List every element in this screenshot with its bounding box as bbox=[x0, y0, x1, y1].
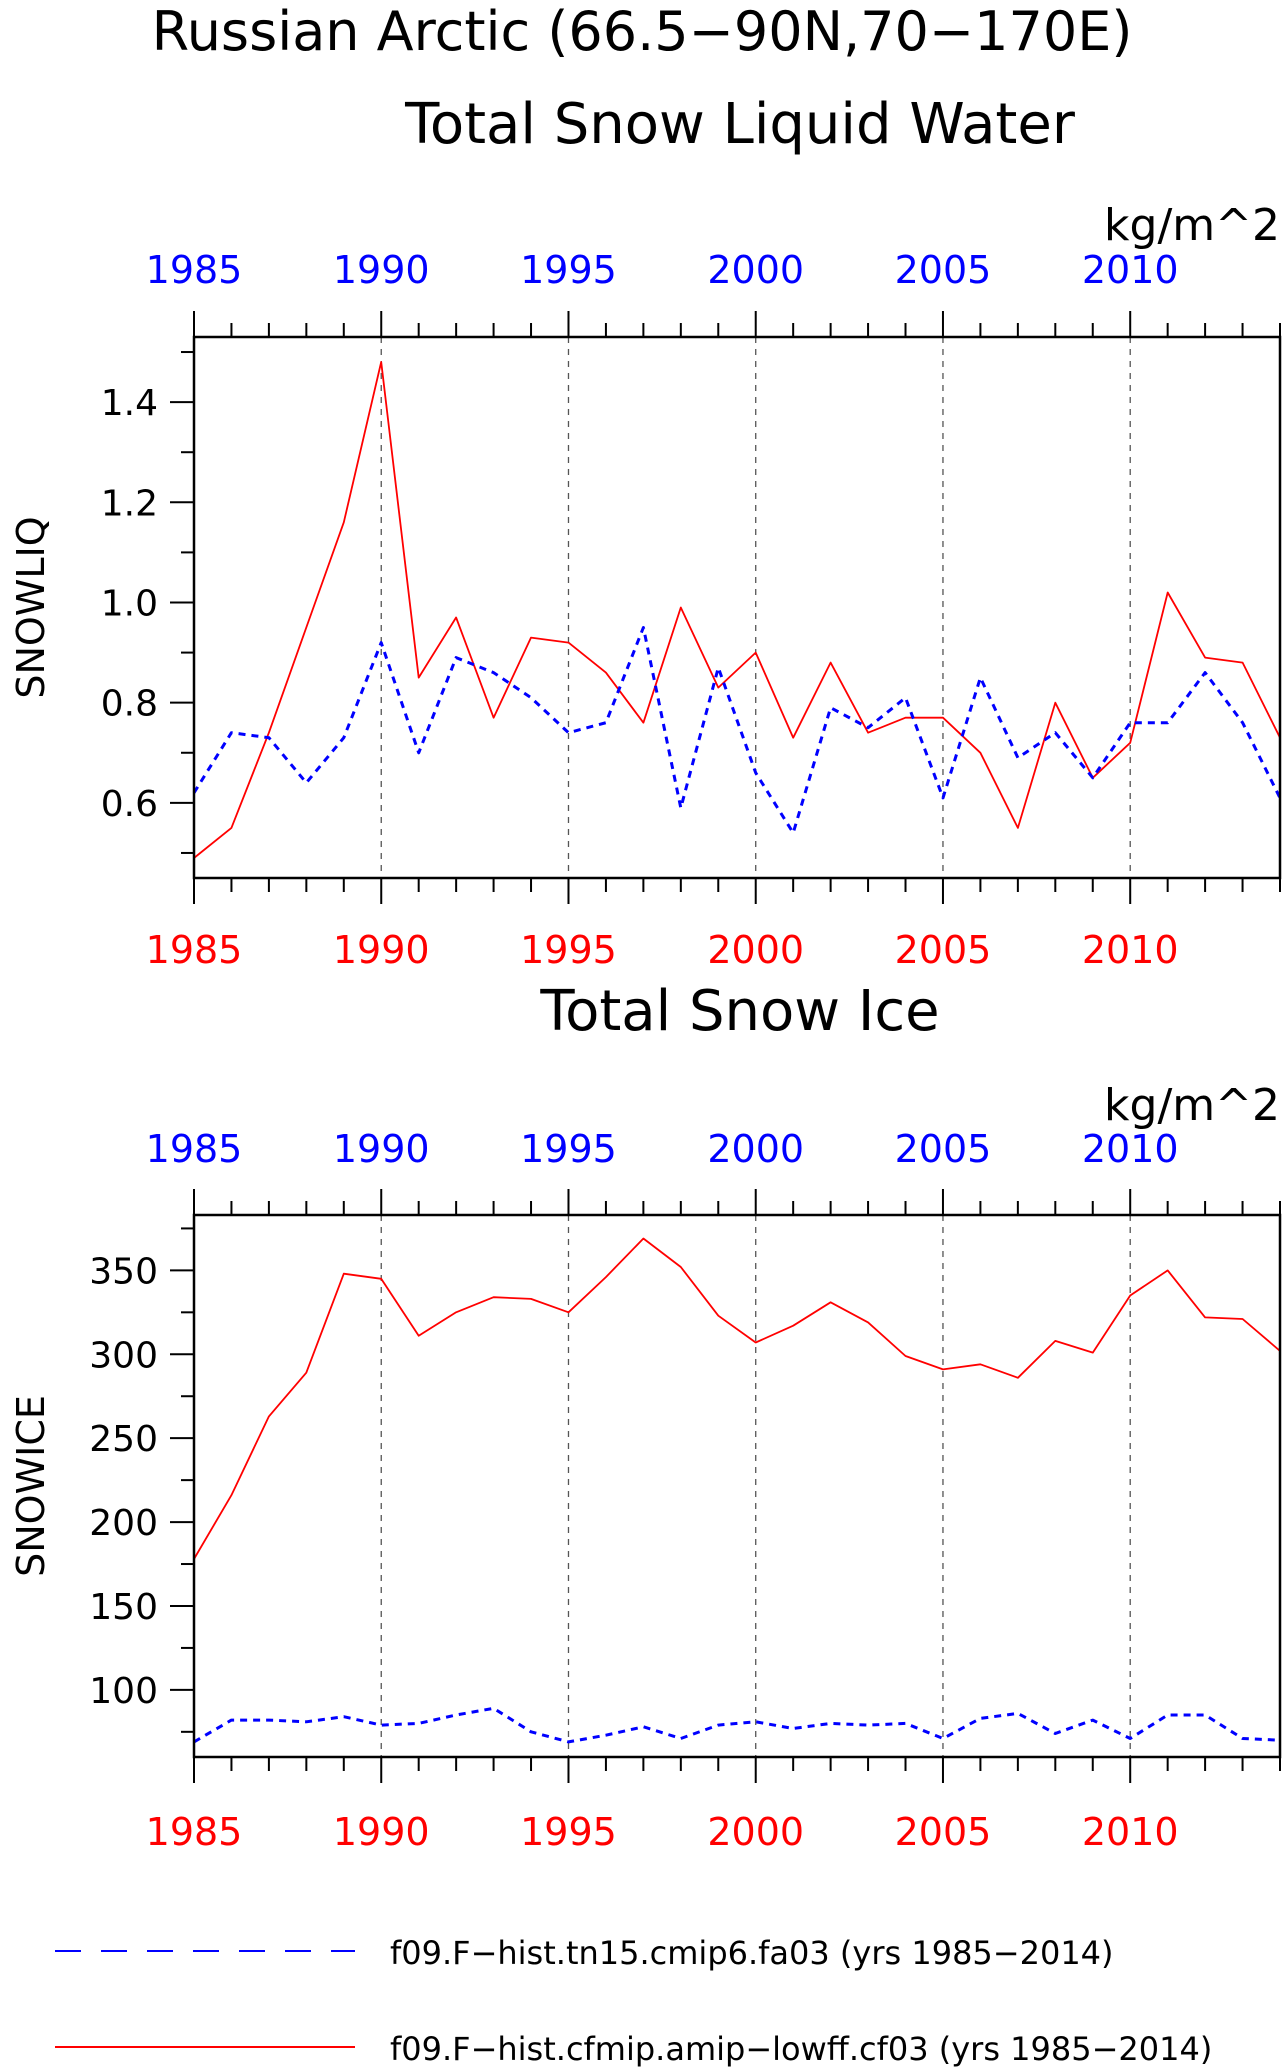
x-tick-label-top: 2010 bbox=[1082, 1127, 1179, 1171]
y-axis-label: SNOWICE bbox=[9, 1395, 53, 1577]
snowliq-panel: Total Snow Liquid Water kg/m^2 SNOWLIQ 0.6 0… bbox=[9, 92, 1282, 972]
x-tick-label-top: 1985 bbox=[146, 1127, 243, 1171]
x-tick-label-top: 1985 bbox=[146, 248, 243, 292]
y-tick-label: 0.6 bbox=[101, 784, 158, 825]
y-tick-label: 350 bbox=[89, 1251, 158, 1292]
series-line-blue bbox=[193, 1706, 1281, 1744]
x-tick-label-bottom: 2000 bbox=[707, 1810, 804, 1854]
x-tick-label-top: 2010 bbox=[1082, 248, 1179, 292]
x-tick-label-bottom: 1995 bbox=[520, 928, 617, 972]
y-axis-label: SNOWLIQ bbox=[9, 516, 53, 698]
x-tick-label-top: 1995 bbox=[520, 248, 617, 292]
plot-frame bbox=[192, 335, 1282, 880]
x-tick-label-bottom: 2005 bbox=[895, 1810, 992, 1854]
series-line-blue bbox=[192, 626, 1282, 835]
x-tick-label-bottom: 2010 bbox=[1082, 1810, 1179, 1854]
y-tick-label: 1.4 bbox=[101, 383, 158, 424]
x-tick-label-top: 2005 bbox=[895, 1127, 992, 1171]
y-tick-label: 0.8 bbox=[101, 684, 158, 725]
x-tick-label-top: 1990 bbox=[333, 248, 430, 292]
series-line-red bbox=[193, 1237, 1281, 1560]
y-tick-label: 1.0 bbox=[101, 583, 158, 624]
x-tick-label-top: 2000 bbox=[707, 1127, 804, 1171]
x-tick-label-top: 1990 bbox=[333, 1127, 430, 1171]
x-tick-label-top: 2000 bbox=[707, 248, 804, 292]
legend-label-blue: f09.F−hist.tn15.cmip6.fa03 (yrs 1985−201… bbox=[390, 1934, 1114, 1972]
x-tick-label-bottom: 1995 bbox=[520, 1810, 617, 1854]
x-tick-label-bottom: 1985 bbox=[146, 928, 243, 972]
panel-title: Total Snow Ice bbox=[539, 979, 939, 1044]
y-tick-label: 1.2 bbox=[101, 483, 158, 524]
x-tick-label-bottom: 1990 bbox=[333, 928, 430, 972]
x-tick-label-bottom: 2010 bbox=[1082, 928, 1179, 972]
figure-title: Russian Arctic (66.5−90N,70−170E) bbox=[152, 0, 1133, 63]
legend-label-red: f09.F−hist.cfmip.amip−lowff.cf03 (yrs 19… bbox=[390, 2030, 1212, 2068]
series-line-red bbox=[193, 361, 1281, 859]
y-tick-label: 150 bbox=[89, 1587, 158, 1628]
x-tick-label-top: 2005 bbox=[895, 248, 992, 292]
x-tick-label-bottom: 1985 bbox=[146, 1810, 243, 1854]
x-tick-label-bottom: 2005 bbox=[895, 928, 992, 972]
units-label: kg/m^2 bbox=[1104, 1080, 1280, 1131]
panel-title: Total Snow Liquid Water bbox=[404, 92, 1076, 157]
snowice-panel: Total Snow Ice kg/m^2 SNOWICE 100 150 200 250 3… bbox=[9, 979, 1282, 1854]
x-tick-label-top: 1995 bbox=[520, 1127, 617, 1171]
units-label: kg/m^2 bbox=[1104, 200, 1280, 251]
x-tick-label-bottom: 2000 bbox=[707, 928, 804, 972]
y-tick-label: 100 bbox=[89, 1671, 158, 1712]
y-tick-label: 300 bbox=[89, 1335, 158, 1376]
plot-frame bbox=[192, 1213, 1282, 1759]
y-tick-label: 200 bbox=[89, 1503, 158, 1544]
legend: f09.F−hist.tn15.cmip6.fa03 (yrs 1985−201… bbox=[55, 1934, 1212, 2068]
y-tick-label: 250 bbox=[89, 1419, 158, 1460]
x-tick-label-bottom: 1990 bbox=[333, 1810, 430, 1854]
